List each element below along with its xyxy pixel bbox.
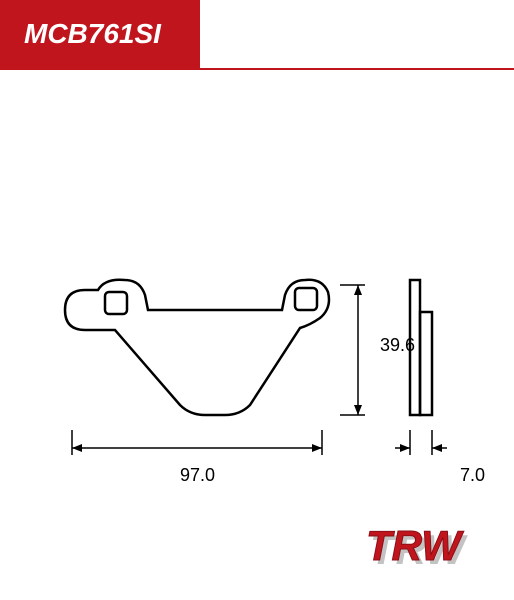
- height-label: 39.6: [380, 335, 415, 356]
- trw-logo: TRW TRW: [364, 520, 494, 580]
- part-number-text: MCB761SI: [24, 18, 161, 49]
- thick-arrow-left: [400, 444, 410, 452]
- arrow-top: [354, 285, 362, 295]
- part-number-header: MCB761SI: [0, 0, 200, 68]
- mounting-hole-left: [105, 292, 127, 314]
- side-profile-pad: [420, 312, 432, 415]
- arrow-right: [312, 444, 322, 452]
- diagram-container: MCB761SI 97.0 3: [0, 0, 514, 600]
- diagram-area: 97.0 39.6 7.0 TRW TRW: [0, 70, 514, 600]
- brake-pad-front-view: [50, 270, 350, 450]
- mounting-hole-right: [295, 288, 317, 310]
- width-label: 97.0: [180, 465, 215, 486]
- thick-arrow-right: [432, 444, 442, 452]
- thickness-label: 7.0: [460, 465, 485, 486]
- logo-text: TRW: [366, 522, 464, 569]
- arrow-bottom: [354, 405, 362, 415]
- arrow-left: [72, 444, 82, 452]
